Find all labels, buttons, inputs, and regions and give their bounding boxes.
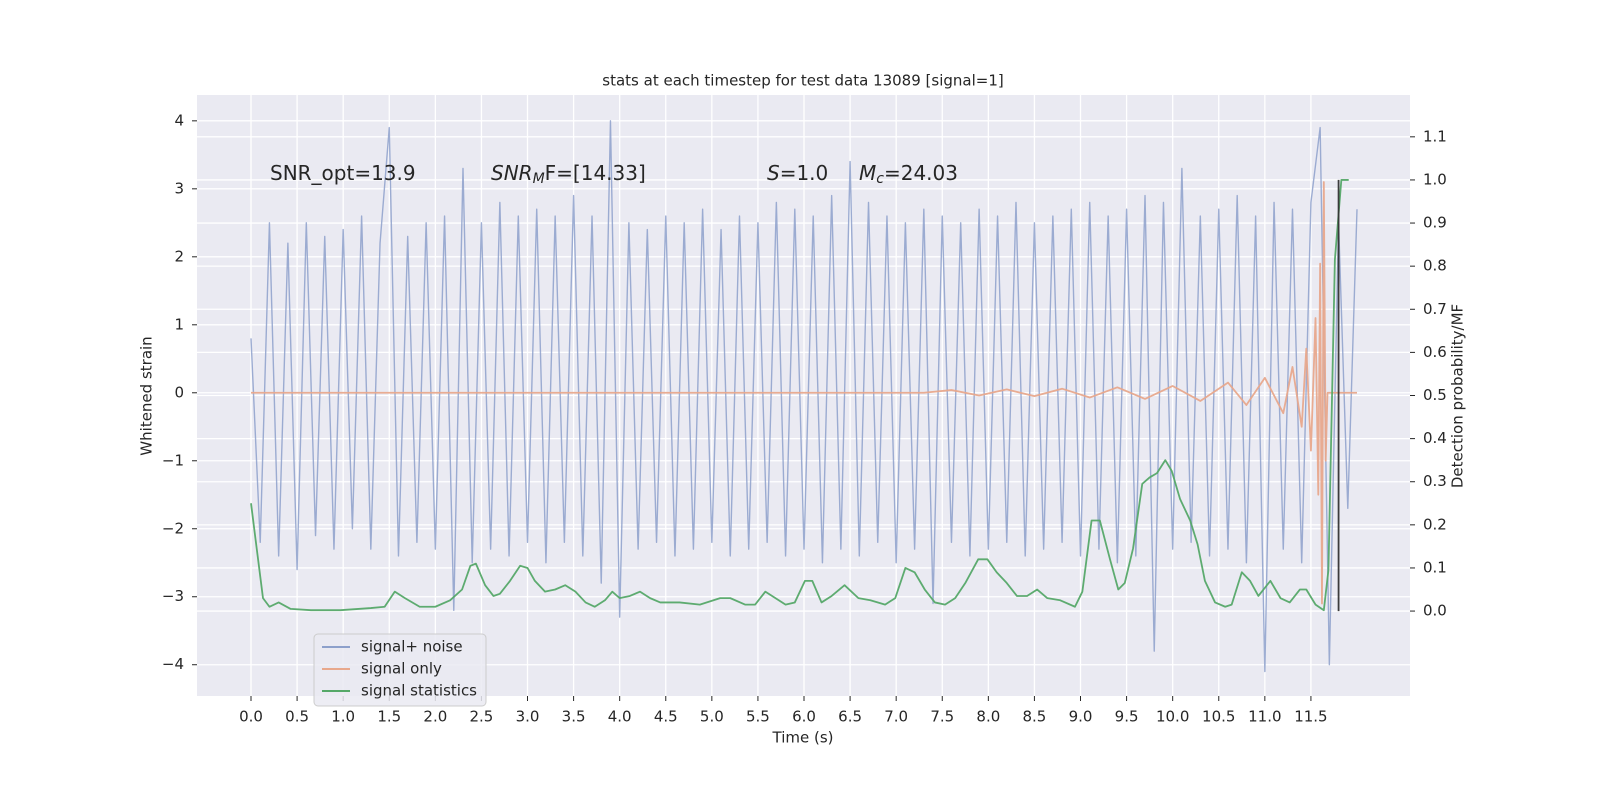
series-line: [250, 179, 1349, 612]
annotation-part: SNR: [491, 161, 533, 185]
series-line: [251, 181, 1357, 605]
x-tick-label: 10.5: [1202, 708, 1235, 726]
x-tick-label: 9.5: [1115, 708, 1139, 726]
y2-tick-label: 0.3: [1423, 472, 1447, 490]
x-tick-label: 3.5: [562, 708, 586, 726]
x-tick-label: 8.5: [1022, 708, 1046, 726]
y-tick-label: −1: [162, 451, 184, 469]
x-tick-label: 7.0: [884, 708, 908, 726]
grid: 0.0 0.5 1.0 1.5 2.0 2.5 3.0 3.5 4.0 4.5 5.0 5.5 6.0 6…: [162, 95, 1447, 726]
y2-tick-label: 0.1: [1423, 558, 1447, 576]
x-tick-label: 10.0: [1156, 708, 1189, 726]
annotation-part: =1.0: [780, 161, 829, 185]
y-tick-label: −3: [162, 587, 184, 605]
x-tick-label: 8.0: [976, 708, 1000, 726]
x-tick-label: 4.0: [608, 708, 632, 726]
y-tick-label: 1: [174, 315, 184, 333]
annotation: SNRMF=[14.33]: [491, 161, 646, 188]
x-tick-label: 11.0: [1248, 708, 1281, 726]
y-tick-label: 3: [174, 179, 184, 197]
x-tick-label: 2.5: [469, 708, 493, 726]
annotation: S=1.0: [767, 161, 828, 185]
x-tick-label: 3.0: [516, 708, 540, 726]
legend-box: [313, 633, 487, 707]
x-tick-label: 0.5: [285, 708, 309, 726]
annotation-part: F=[14.33]: [545, 161, 646, 185]
y2-tick-label: 0.7: [1423, 300, 1447, 318]
y2-tick-label: 0.9: [1423, 214, 1447, 232]
annotation-sub: M: [533, 171, 545, 187]
annotation-part: M: [859, 161, 876, 185]
x-tick-label: 4.5: [654, 708, 678, 726]
y2-tick-label: 0.8: [1423, 257, 1447, 275]
y-tick-label: −2: [162, 519, 184, 537]
x-tick-label: 1.5: [377, 708, 401, 726]
x-tick-label: 11.5: [1294, 708, 1327, 726]
y-tick-label: −4: [162, 655, 184, 673]
annotation-part: S: [767, 161, 780, 185]
annotation: Mc=24.03: [859, 161, 958, 188]
x-tick-label: 1.0: [331, 708, 355, 726]
legend-label: signal+ noise: [361, 638, 463, 656]
y2-tick-label: 0.0: [1423, 602, 1447, 620]
y-tick-label: 2: [174, 247, 184, 265]
x-axis-label: Time (s): [772, 729, 834, 747]
y2-tick-label: 0.6: [1423, 343, 1447, 361]
x-tick-label: 6.0: [792, 708, 816, 726]
y-tick-label: 4: [174, 111, 184, 129]
y2-tick-label: 0.2: [1423, 515, 1447, 533]
y-tick-label: 0: [174, 383, 184, 401]
x-tick-label: 7.5: [930, 708, 954, 726]
annotation-part: SNR_opt=13.9: [270, 161, 416, 185]
y2-axis-label: Detection probability/MF: [1449, 304, 1467, 488]
y2-tick-label: 0.5: [1423, 386, 1447, 404]
series-line: [250, 120, 1358, 673]
y2-tick-label: 0.4: [1423, 429, 1447, 447]
marks: [250, 120, 1358, 673]
x-tick-label: 9.0: [1069, 708, 1093, 726]
annotation-part: =24.03: [884, 161, 958, 185]
x-tick-label: 2.0: [423, 708, 447, 726]
annotation: SNR_opt=13.9: [270, 161, 416, 185]
x-tick-label: 0.0: [239, 708, 263, 726]
y-axis-label: Whitened strain: [138, 336, 156, 455]
legend-label: signal statistics: [361, 682, 477, 700]
x-tick-label: 5.5: [746, 708, 770, 726]
overlay: SNR_opt=13.9 SNRMF=[14.33] S=1.0 Mc=24.03si…: [270, 161, 958, 707]
chart-title: stats at each timestep for test data 130…: [602, 72, 1003, 90]
y2-tick-label: 1.1: [1423, 127, 1447, 145]
x-tick-label: 6.5: [838, 708, 862, 726]
x-tick-label: 5.0: [700, 708, 724, 726]
annotation-sub: c: [876, 171, 884, 187]
legend-label: signal only: [361, 660, 442, 678]
y2-tick-label: 1.0: [1423, 170, 1447, 188]
